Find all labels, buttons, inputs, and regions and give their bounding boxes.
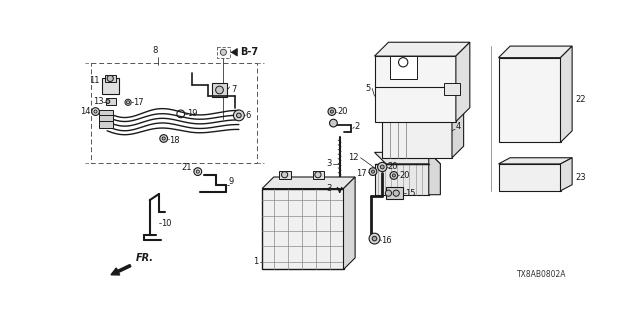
Circle shape [369,168,377,175]
Text: 1: 1 [253,257,259,266]
Circle shape [196,170,199,173]
Circle shape [160,135,168,142]
Polygon shape [499,46,572,58]
Circle shape [330,119,337,127]
Circle shape [390,172,397,179]
Bar [386,187,403,199]
Text: 22: 22 [575,95,586,105]
Bar [279,171,291,179]
Bar [374,56,456,122]
Text: 9: 9 [229,177,234,186]
Text: 12: 12 [349,153,359,162]
Polygon shape [429,152,440,195]
Text: 15: 15 [406,189,416,198]
Polygon shape [452,73,463,158]
Text: 16: 16 [381,236,392,245]
Text: 20: 20 [388,163,398,172]
Circle shape [282,172,288,178]
Text: 8: 8 [152,46,158,55]
Bar [217,47,230,58]
Circle shape [92,108,99,116]
Circle shape [380,165,384,169]
Circle shape [216,86,223,94]
Text: 3: 3 [326,159,332,168]
Bar [390,56,417,79]
Polygon shape [456,42,470,122]
Text: 7: 7 [231,84,237,93]
Circle shape [234,110,244,121]
Bar [99,116,113,123]
Circle shape [330,110,333,113]
Text: 19: 19 [187,109,198,118]
Text: 10: 10 [161,219,171,228]
Text: 20: 20 [399,171,410,180]
Circle shape [371,170,374,173]
Circle shape [393,190,399,196]
Text: 11: 11 [89,76,99,85]
Text: 2: 2 [355,123,360,132]
Circle shape [106,100,110,103]
Circle shape [127,101,130,104]
Text: 13: 13 [93,97,103,106]
Circle shape [220,49,227,55]
Circle shape [94,110,97,113]
Bar [374,164,429,195]
Bar [105,75,116,82]
Polygon shape [499,158,572,164]
Bar [262,188,344,269]
Text: 5: 5 [365,84,371,93]
Text: 17: 17 [356,169,367,178]
FancyArrow shape [111,265,131,275]
Bar [390,84,429,112]
Polygon shape [374,152,440,164]
Circle shape [369,233,380,244]
Circle shape [162,137,165,140]
Bar [99,121,113,129]
Text: 21: 21 [182,163,193,172]
Circle shape [194,168,202,175]
Polygon shape [374,42,470,56]
Bar [91,63,257,163]
Bar [382,84,452,158]
Polygon shape [231,48,237,56]
Polygon shape [382,73,463,84]
Bar [99,110,113,118]
Text: 3: 3 [326,184,332,193]
Circle shape [392,174,396,177]
Circle shape [378,162,387,172]
Text: 17: 17 [132,98,143,107]
Text: FR.: FR. [136,253,154,263]
Bar [499,164,561,191]
Bar [312,171,324,179]
Polygon shape [561,158,572,191]
Circle shape [237,113,241,118]
Circle shape [125,99,131,105]
Circle shape [385,190,392,196]
Bar [444,83,460,95]
Polygon shape [344,177,355,269]
Circle shape [315,172,321,178]
Text: 23: 23 [575,172,586,181]
Text: 20: 20 [337,107,348,116]
Circle shape [372,236,377,241]
Bar [499,58,561,142]
Text: 4: 4 [456,123,461,132]
Text: TX8AB0802A: TX8AB0802A [517,270,566,279]
Polygon shape [561,46,572,142]
Bar [212,83,227,97]
Bar [106,99,116,105]
Text: 14: 14 [81,107,91,116]
Bar [102,78,119,94]
Polygon shape [262,177,355,188]
Text: B-7: B-7 [239,47,258,57]
Circle shape [328,108,336,116]
Circle shape [107,75,113,82]
Text: 6: 6 [245,111,250,120]
Text: 18: 18 [169,136,180,145]
